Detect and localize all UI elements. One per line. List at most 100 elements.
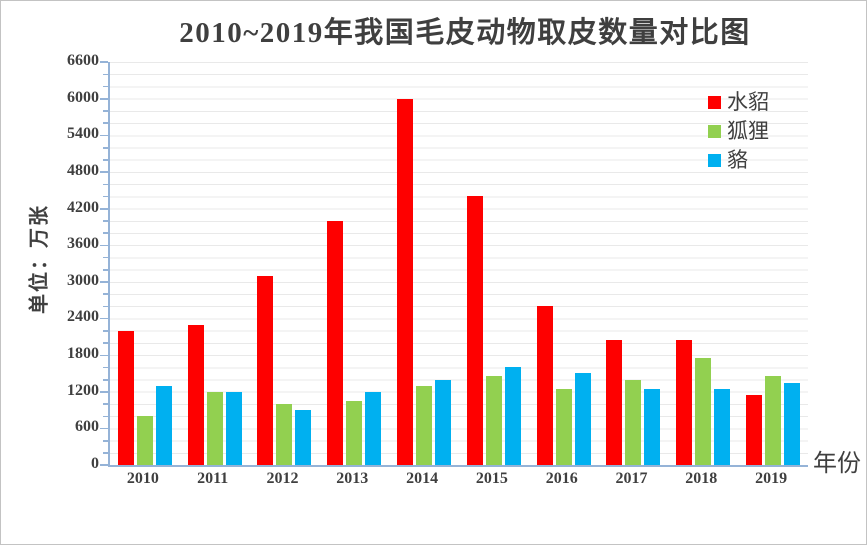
bar-group-2010 — [110, 330, 180, 465]
y-tick-label: 4200 — [67, 198, 99, 216]
bar-fox-2019 — [765, 376, 782, 465]
bar-raccoon-dog-2012 — [295, 410, 312, 465]
bar-mink-2014 — [397, 98, 414, 465]
y-axis-title: 单位：万张 — [28, 204, 51, 314]
y-major-tick-mark — [100, 134, 108, 137]
bar-mink-2017 — [606, 339, 623, 465]
y-major-tick-mark — [100, 427, 108, 430]
y-minor-tick-mark — [103, 73, 108, 76]
y-minor-tick-mark — [103, 85, 108, 88]
y-tick-label: 3600 — [67, 235, 99, 253]
legend-label-mink: 水貂 — [727, 90, 769, 114]
bar-raccoon-dog-2014 — [435, 379, 452, 465]
bar-group-2011 — [180, 324, 250, 465]
bar-raccoon-dog-2018 — [714, 388, 731, 465]
y-minor-tick-mark — [103, 439, 108, 442]
bar-mink-2012 — [257, 275, 274, 465]
bar-mink-2019 — [746, 394, 763, 465]
bar-raccoon-dog-2011 — [225, 391, 242, 465]
y-minor-tick-mark — [103, 305, 108, 308]
bar-fox-2013 — [346, 400, 363, 465]
bar-fox-2018 — [695, 358, 712, 465]
y-minor-tick-mark — [103, 452, 108, 454]
bar-fox-2016 — [555, 388, 572, 465]
y-major-tick-mark — [100, 281, 108, 283]
bar-group-2013 — [319, 220, 389, 465]
y-minor-tick-mark — [103, 415, 108, 418]
y-minor-tick-mark — [103, 293, 108, 296]
y-tick-label: 1200 — [67, 381, 99, 399]
legend-swatch-raccoon-dog — [708, 154, 721, 167]
y-minor-tick-mark — [103, 232, 108, 234]
bar-raccoon-dog-2010 — [155, 385, 172, 465]
y-tick-label: 1800 — [67, 345, 99, 363]
legend-swatch-mink — [708, 96, 721, 109]
bar-group-2016 — [529, 306, 599, 465]
x-axis-title: 年份 — [813, 451, 861, 477]
y-major-tick-mark — [100, 391, 108, 393]
x-tick-label-2010: 2010 — [126, 470, 159, 487]
bar-raccoon-dog-2015 — [504, 367, 521, 465]
x-tick-label-2015: 2015 — [475, 470, 508, 487]
y-tick-label: 0 — [91, 455, 99, 473]
x-tick-label-2014: 2014 — [406, 470, 439, 487]
legend-swatch-fox — [708, 125, 721, 138]
bar-group-2019 — [738, 376, 808, 465]
x-tick-label-2012: 2012 — [266, 470, 299, 487]
y-tick-label: 4800 — [67, 162, 99, 180]
bar-raccoon-dog-2016 — [574, 373, 591, 465]
y-minor-tick-mark — [103, 256, 108, 259]
y-major-tick-mark — [100, 98, 108, 100]
bar-fox-2015 — [485, 376, 502, 465]
x-tick-label-2011: 2011 — [197, 470, 229, 487]
y-minor-tick-mark — [103, 110, 108, 112]
y-minor-tick-mark — [103, 342, 108, 344]
bar-mink-2016 — [536, 306, 553, 465]
x-tick-label-2018: 2018 — [685, 470, 718, 487]
y-minor-tick-mark — [103, 220, 108, 222]
bar-mink-2010 — [117, 330, 134, 465]
chart-title: 2010~2019年我国毛皮动物取皮数量对比图 — [179, 17, 751, 49]
bar-fox-2017 — [625, 379, 642, 465]
bar-group-2017 — [599, 339, 669, 465]
y-minor-tick-mark — [103, 183, 108, 186]
x-tick-label-2016: 2016 — [545, 470, 578, 487]
bar-raccoon-dog-2019 — [784, 382, 801, 465]
y-minor-tick-mark — [103, 378, 108, 381]
y-minor-tick-mark — [103, 269, 108, 271]
y-minor-tick-mark — [103, 159, 108, 161]
bar-mink-2018 — [676, 339, 693, 465]
y-tick-label: 5400 — [67, 125, 99, 143]
bar-fox-2012 — [276, 403, 293, 465]
bar-group-2012 — [250, 275, 320, 465]
bar-mink-2013 — [327, 220, 344, 465]
plot-area: 水貂 狐狸貉 — [100, 61, 808, 467]
y-minor-tick-mark — [103, 122, 108, 125]
bar-group-2018 — [668, 339, 738, 465]
x-tick-label-2013: 2013 — [336, 470, 369, 487]
y-major-tick-mark — [100, 317, 108, 320]
y-major-tick-mark — [100, 244, 108, 247]
y-major-tick-mark — [100, 171, 108, 173]
bar-mink-2011 — [187, 324, 204, 465]
y-minor-tick-mark — [103, 195, 108, 198]
x-tick-label-2017: 2017 — [615, 470, 648, 487]
y-tick-label: 600 — [75, 418, 99, 436]
y-tick-label: 6000 — [67, 88, 99, 106]
y-tick-label: 3000 — [67, 271, 99, 289]
bar-raccoon-dog-2013 — [365, 391, 382, 465]
bar-fox-2010 — [136, 416, 153, 465]
y-major-tick-mark — [100, 207, 108, 210]
y-tick-label: 2400 — [67, 308, 99, 326]
legend-label-raccoon-dog: 貉 — [727, 148, 748, 172]
y-major-tick-mark — [100, 354, 108, 357]
legend: 水貂 狐狸貉 — [708, 92, 769, 171]
bar-raccoon-dog-2017 — [644, 388, 661, 465]
y-minor-tick-mark — [103, 403, 108, 405]
y-minor-tick-mark — [103, 146, 108, 149]
y-tick-label: 6600 — [67, 52, 99, 70]
bar-mink-2015 — [466, 196, 483, 465]
legend-item-raccoon-dog: 貉 — [708, 150, 769, 171]
y-minor-tick-mark — [103, 330, 108, 332]
